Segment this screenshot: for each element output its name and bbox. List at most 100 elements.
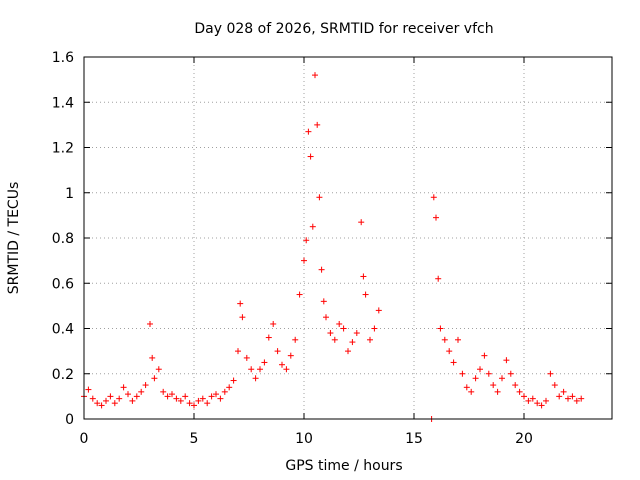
data-point bbox=[226, 384, 233, 391]
data-point bbox=[435, 275, 442, 282]
data-point bbox=[213, 391, 219, 398]
data-point bbox=[331, 336, 338, 343]
axis-ticks: 0 5 10 15 20 0 0.2 0.4 0.6 0.8 1 1.2 1.4 1.6 bbox=[52, 50, 612, 447]
data-point bbox=[129, 397, 136, 404]
data-point bbox=[230, 377, 237, 384]
data-point bbox=[349, 339, 356, 346]
data-point bbox=[173, 395, 180, 402]
data-point bbox=[270, 320, 277, 327]
data-point bbox=[274, 348, 281, 355]
data-point bbox=[195, 397, 202, 404]
data-point bbox=[208, 393, 215, 400]
data-point bbox=[560, 388, 567, 395]
data-point bbox=[375, 307, 382, 314]
data-point bbox=[107, 393, 114, 400]
data-point bbox=[221, 388, 228, 395]
x-tick-label: 5 bbox=[190, 431, 199, 447]
data-point bbox=[287, 352, 294, 359]
y-tick-label: 1.2 bbox=[52, 141, 74, 157]
data-point bbox=[94, 400, 101, 407]
data-point bbox=[437, 325, 444, 332]
data-point bbox=[138, 388, 145, 395]
data-point bbox=[468, 388, 475, 395]
x-tick-label: 15 bbox=[405, 431, 423, 447]
data-point bbox=[235, 348, 241, 355]
data-point bbox=[292, 336, 299, 343]
data-point bbox=[160, 388, 167, 395]
data-point bbox=[89, 395, 96, 402]
data-point bbox=[323, 314, 329, 321]
data-point bbox=[463, 384, 470, 391]
data-point bbox=[538, 402, 545, 409]
data-point bbox=[320, 298, 327, 305]
data-point bbox=[318, 266, 325, 273]
data-point bbox=[529, 395, 536, 402]
data-point bbox=[459, 370, 466, 377]
data-point bbox=[204, 400, 211, 407]
data-point bbox=[433, 214, 439, 221]
data-point bbox=[360, 273, 367, 280]
data-point bbox=[371, 325, 378, 332]
y-axis-label: SRMTID / TECUs bbox=[6, 182, 22, 295]
data-point bbox=[164, 393, 171, 400]
data-point bbox=[358, 219, 365, 226]
x-tick-label: 20 bbox=[515, 431, 533, 447]
data-point bbox=[362, 291, 369, 298]
data-point bbox=[151, 375, 158, 382]
data-point bbox=[569, 393, 576, 400]
data-point bbox=[133, 393, 140, 400]
data-point bbox=[98, 402, 105, 409]
data-point bbox=[503, 357, 510, 364]
data-point bbox=[353, 330, 360, 337]
y-tick-label: 0.2 bbox=[52, 367, 74, 383]
data-point bbox=[516, 388, 523, 395]
data-point bbox=[345, 348, 351, 355]
x-tick-label: 10 bbox=[295, 431, 313, 447]
data-point bbox=[490, 382, 497, 389]
data-point bbox=[316, 194, 323, 201]
y-tick-label: 1 bbox=[65, 186, 74, 202]
data-point bbox=[314, 121, 321, 128]
data-point bbox=[551, 382, 558, 389]
data-point bbox=[191, 402, 197, 409]
data-point bbox=[182, 393, 189, 400]
data-point bbox=[261, 359, 268, 366]
data-point bbox=[309, 223, 316, 230]
y-tick-label: 0 bbox=[65, 412, 74, 428]
data-point bbox=[521, 393, 527, 400]
data-point bbox=[279, 361, 285, 368]
x-axis-label: GPS time / hours bbox=[285, 458, 402, 474]
data-point bbox=[248, 366, 255, 373]
data-point bbox=[305, 128, 312, 135]
grid bbox=[84, 57, 612, 419]
data-point bbox=[507, 370, 514, 377]
data-point bbox=[547, 370, 554, 377]
data-point bbox=[120, 384, 127, 391]
data-point bbox=[446, 348, 453, 355]
x-tick-label: 0 bbox=[80, 431, 89, 447]
data-point bbox=[301, 257, 307, 264]
data-point bbox=[103, 397, 109, 404]
data-point bbox=[565, 395, 571, 402]
data-point bbox=[257, 366, 263, 373]
data-point bbox=[573, 397, 580, 404]
data-point bbox=[186, 400, 193, 407]
data-point bbox=[336, 320, 343, 327]
data-point bbox=[239, 314, 246, 321]
data-point bbox=[283, 366, 290, 373]
data-point bbox=[243, 354, 250, 361]
y-tick-label: 0.4 bbox=[52, 322, 74, 338]
y-tick-label: 1.6 bbox=[52, 50, 74, 66]
y-tick-label: 0.6 bbox=[52, 276, 74, 292]
data-point bbox=[327, 330, 334, 337]
data-point bbox=[125, 391, 131, 398]
data-point bbox=[450, 359, 457, 366]
data-point bbox=[534, 400, 541, 407]
data-point bbox=[155, 366, 162, 373]
data-point bbox=[441, 336, 448, 343]
y-tick-label: 1.4 bbox=[52, 95, 74, 111]
data-point bbox=[472, 375, 479, 382]
data-point bbox=[111, 400, 118, 407]
data-point bbox=[312, 72, 318, 79]
data-point bbox=[578, 395, 585, 402]
